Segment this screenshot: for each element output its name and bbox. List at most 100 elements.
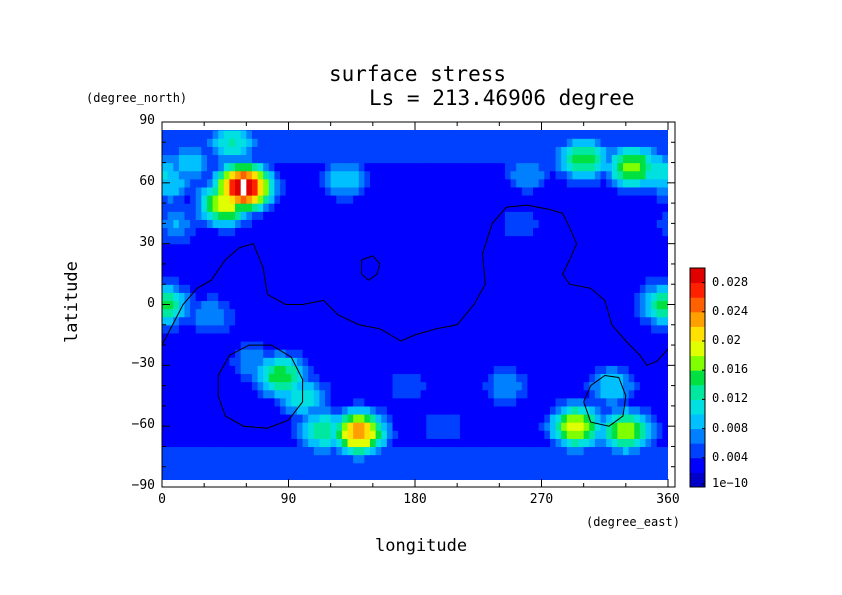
heat-cell (336, 195, 343, 204)
heat-cell (409, 235, 416, 245)
heat-cell (302, 170, 309, 180)
heat-cell (375, 162, 382, 172)
heat-cell (403, 470, 410, 480)
heat-cell (611, 284, 618, 293)
heat-cell (330, 414, 337, 423)
heat-cell (555, 332, 562, 342)
heat-cell (370, 130, 377, 131)
heat-cell (302, 446, 309, 456)
heat-cell (195, 146, 202, 156)
heat-cell (471, 373, 478, 383)
heat-cell (443, 268, 450, 277)
colorbar-segment (690, 282, 705, 298)
heat-cell (235, 446, 242, 456)
heat-cell (206, 381, 214, 391)
heat-cell (606, 478, 613, 480)
heat-cell (600, 219, 607, 229)
heat-cell (437, 422, 444, 431)
heat-cell (240, 268, 247, 277)
heat-cell (533, 268, 540, 277)
heat-cell (651, 430, 658, 439)
heat-cell (184, 162, 191, 172)
heat-cell (533, 259, 540, 269)
heat-cell (246, 389, 253, 399)
heat-cell (549, 365, 557, 375)
heat-cell (347, 138, 354, 147)
heat-cell (549, 276, 557, 285)
heat-cell (437, 405, 444, 415)
heat-cell (589, 284, 596, 293)
y-axis-label: latitude (62, 261, 82, 343)
heat-cell (443, 130, 450, 131)
heat-cell (510, 414, 517, 423)
heat-cell (353, 276, 360, 285)
heat-cell (611, 219, 618, 229)
heat-cell (240, 154, 247, 164)
heat-cell (578, 373, 585, 383)
heat-cell (437, 430, 444, 439)
heat-cell (246, 381, 253, 391)
heat-cell (482, 130, 489, 131)
heat-cell (178, 203, 186, 212)
heat-cell (415, 308, 422, 318)
heat-cell (212, 130, 219, 131)
heat-cell (173, 162, 180, 172)
heat-cell (600, 146, 607, 156)
heat-cell (471, 381, 478, 391)
heat-cell (184, 292, 191, 302)
heat-cell (662, 268, 668, 277)
heat-cell (325, 276, 332, 285)
heat-cell (499, 324, 506, 334)
heat-cell (296, 195, 304, 204)
heat-cell (544, 365, 551, 375)
heat-cell (634, 211, 641, 220)
heat-cell (634, 259, 641, 269)
heat-cell (606, 235, 613, 245)
heat-cell (488, 292, 495, 302)
heat-cell (263, 462, 270, 472)
heat-cell (465, 162, 472, 172)
heat-cell (392, 462, 399, 472)
heat-cell (358, 446, 365, 456)
heat-cell (398, 422, 405, 431)
heat-cell (251, 478, 259, 480)
heat-cell (566, 324, 574, 334)
x-tick-label: 90 (280, 492, 297, 507)
heat-cell (229, 357, 236, 366)
heat-cell (274, 203, 281, 212)
colorbar-segment (690, 472, 705, 488)
heat-cell (448, 405, 455, 415)
heat-cell (538, 138, 545, 147)
heat-cell (566, 438, 574, 448)
heat-cell (381, 235, 388, 245)
heat-cell (308, 154, 315, 164)
colorbar-segment (690, 414, 705, 430)
heat-cell (257, 259, 264, 269)
heat-cell (409, 341, 416, 350)
heat-cell (628, 186, 635, 196)
heat-cell (606, 251, 613, 261)
heat-cell (420, 373, 427, 383)
heat-cell (448, 243, 455, 253)
heat-cell (291, 203, 298, 212)
heat-cell (617, 284, 624, 293)
heat-cell (291, 178, 298, 188)
heat-cell (347, 268, 354, 277)
heat-cell (325, 414, 332, 423)
heat-cell (555, 235, 562, 245)
heat-cell (330, 454, 337, 464)
heat-cell (555, 422, 562, 431)
heat-cell (639, 292, 647, 302)
heat-cell (178, 276, 186, 285)
heat-cell (392, 300, 399, 310)
heat-cell (555, 381, 562, 391)
heat-cell (426, 332, 433, 342)
heat-cell (471, 462, 478, 472)
heat-cell (516, 438, 523, 448)
heat-cell (173, 130, 180, 139)
heat-cell (572, 357, 579, 366)
heat-cell (313, 211, 321, 220)
heat-cell (415, 478, 422, 480)
heat-cell (420, 414, 427, 423)
heat-cell (465, 341, 472, 350)
